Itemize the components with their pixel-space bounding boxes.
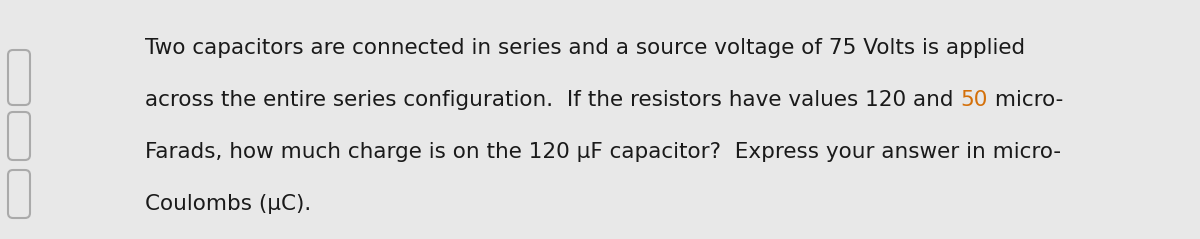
Text: Two capacitors are connected in series and a source voltage of 75 Volts is appli: Two capacitors are connected in series a… xyxy=(145,38,1025,58)
Text: across the entire series configuration.  If the resistors have values 120 and: across the entire series configuration. … xyxy=(145,90,960,110)
Text: Farads, how much charge is on the 120 μF capacitor?  Express your answer in micr: Farads, how much charge is on the 120 μF… xyxy=(145,142,1061,162)
Text: micro-: micro- xyxy=(988,90,1063,110)
Text: 50: 50 xyxy=(960,90,988,110)
Text: Coulombs (μC).: Coulombs (μC). xyxy=(145,194,311,214)
